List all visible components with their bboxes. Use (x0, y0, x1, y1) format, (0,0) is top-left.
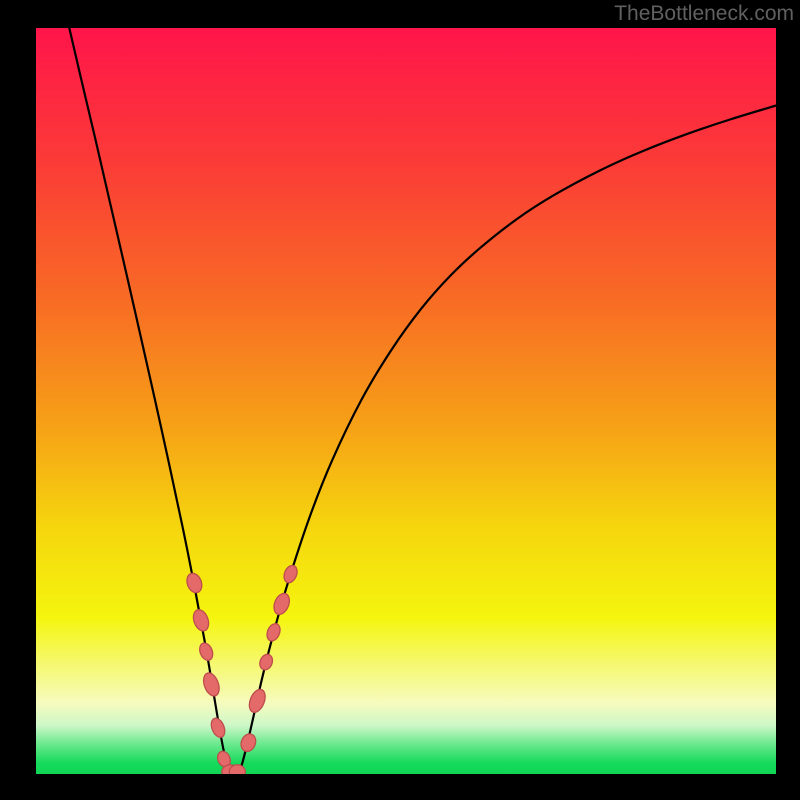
plot-area (36, 28, 776, 774)
chart-svg (0, 0, 800, 800)
watermark-text: TheBottleneck.com (614, 2, 794, 26)
chart-stage: TheBottleneck.com (0, 0, 800, 800)
